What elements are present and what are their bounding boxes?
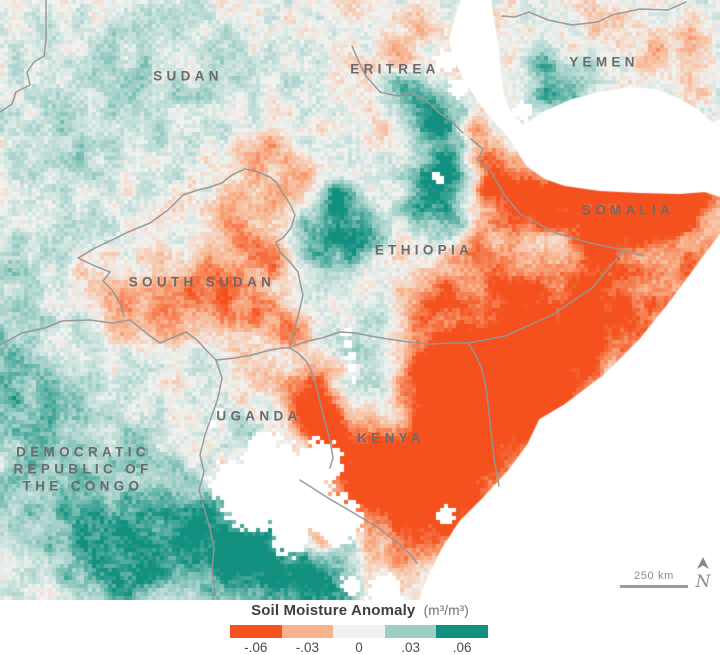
scale-bar: 250 km [620,570,688,588]
north-arrow-icon: N [695,557,712,592]
legend-swatch [230,625,282,638]
region-label-ethiopia: ETHIOPIA [374,242,474,258]
region-label-kenya: KENYA [357,430,425,446]
legend-tick-labels: -.06 -.03 0 .03 .06 [230,640,488,655]
scale-bar-label: 250 km [633,570,675,582]
legend-tick-label: .03 [401,640,420,655]
legend-title-text: Soil Moisture Anomaly [251,602,416,619]
svg-text:N: N [695,572,712,592]
legend-title: Soil Moisture Anomaly (m³/m³) [0,602,720,619]
region-label-eritrea: ERITREA [350,61,440,77]
legend-tick-label: .06 [452,640,472,655]
legend-tick-label: 0 [355,640,363,655]
region-label-south-sudan: SOUTH SUDAN [128,274,276,290]
region-label-somalia: SOMALIA [581,202,675,218]
legend: Soil Moisture Anomaly (m³/m³) -.06 -.03 0.… [0,600,720,655]
legend-tick-label: -.03 [295,640,320,655]
legend-units-text: (m³/m³) [423,603,469,618]
legend-tick-label: -.06 [244,640,268,655]
region-label-yemen: YEMEN [569,54,639,70]
region-label-uganda: UGANDA [216,408,302,424]
scale-bar-line [620,585,688,588]
region-label-drc: DEMOCRATIC REPUBLIC OF THE CONGO [13,444,153,494]
legend-swatch [384,625,437,638]
legend-color-bar [230,625,488,638]
legend-swatch [281,625,334,638]
region-label-sudan: SUDAN [153,68,223,84]
legend-swatch [436,625,488,638]
legend-swatch [333,625,385,638]
soil-moisture-raster [0,0,720,600]
